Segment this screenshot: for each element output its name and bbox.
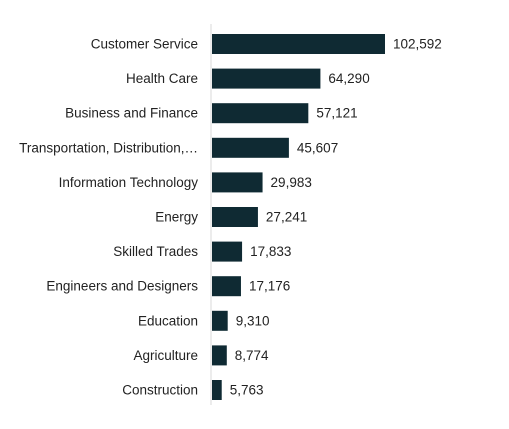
value-label: 5,763 [230,383,264,398]
category-label: Transportation, Distribution,… [19,140,198,155]
value-label: 64,290 [328,71,369,86]
category-label: Energy [155,210,198,225]
value-label: 102,592 [393,37,442,52]
bar-4 [212,172,263,193]
bar-9 [212,345,227,366]
bar-10 [212,380,222,400]
bar-6 [212,241,243,262]
bar-1 [212,68,321,89]
category-labels-group: Customer Service Health Care Business and … [19,37,198,398]
category-label: Education [138,313,198,328]
value-label: 57,121 [316,106,357,121]
value-label: 45,607 [297,140,338,155]
bar-2 [212,103,309,124]
bars-group [212,34,385,400]
value-label: 17,833 [250,244,291,259]
value-label: 29,983 [271,175,312,190]
value-label: 27,241 [266,210,307,225]
value-label: 8,774 [235,348,269,363]
category-label: Engineers and Designers [46,279,198,294]
category-label: Business and Finance [65,106,198,121]
category-label: Construction [122,383,198,398]
bar-0 [212,34,385,54]
value-label: 9,310 [236,313,270,328]
category-label: Agriculture [133,348,198,363]
category-label: Customer Service [91,37,198,52]
category-label: Skilled Trades [113,244,198,259]
bar-8 [212,310,228,331]
value-labels-group: 102,592 64,290 57,121 45,607 29,983 27,241 17,… [230,37,442,398]
bar-3 [212,137,289,158]
bar-7 [212,276,241,297]
category-label: Information Technology [59,175,199,190]
value-label: 17,176 [249,279,290,294]
category-label: Health Care [126,71,198,86]
bar-5 [212,207,258,227]
